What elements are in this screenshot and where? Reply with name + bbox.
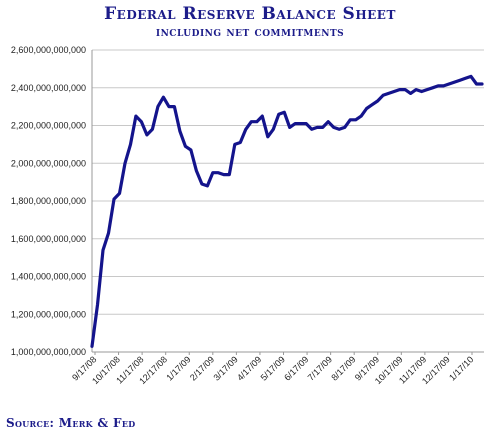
- x-tick-label: 3/17/09: [211, 354, 239, 382]
- y-tick-label: 1,000,000,000,000: [11, 347, 86, 357]
- y-tick-label: 2,000,000,000,000: [11, 158, 86, 168]
- y-tick-label: 2,200,000,000,000: [11, 121, 86, 131]
- y-tick-label: 1,400,000,000,000: [11, 272, 86, 282]
- source-note: Source: Merk & Fed: [6, 416, 136, 430]
- x-tick-label: 1/17/10: [447, 354, 475, 382]
- chart-subtitle: including net commitments: [155, 24, 345, 39]
- chart-title: Federal Reserve Balance Sheet: [104, 4, 396, 24]
- x-tick-label: 8/17/09: [329, 354, 357, 382]
- y-tick-label: 2,400,000,000,000: [11, 83, 86, 93]
- y-tick-label: 1,600,000,000,000: [11, 234, 86, 244]
- x-tick-label: 6/17/09: [282, 354, 310, 382]
- y-tick-label: 1,800,000,000,000: [11, 196, 86, 206]
- x-tick-label: 4/17/09: [235, 354, 263, 382]
- y-tick-label: 1,200,000,000,000: [11, 309, 86, 319]
- x-tick-label: 1/17/09: [164, 354, 192, 382]
- x-tick-label: 5/17/09: [259, 354, 287, 382]
- x-tick-label: 7/17/09: [306, 354, 334, 382]
- x-tick-label: 2/17/09: [188, 354, 216, 382]
- series-line: [90, 74, 484, 348]
- y-tick-label: 2,600,000,000,000: [11, 45, 86, 55]
